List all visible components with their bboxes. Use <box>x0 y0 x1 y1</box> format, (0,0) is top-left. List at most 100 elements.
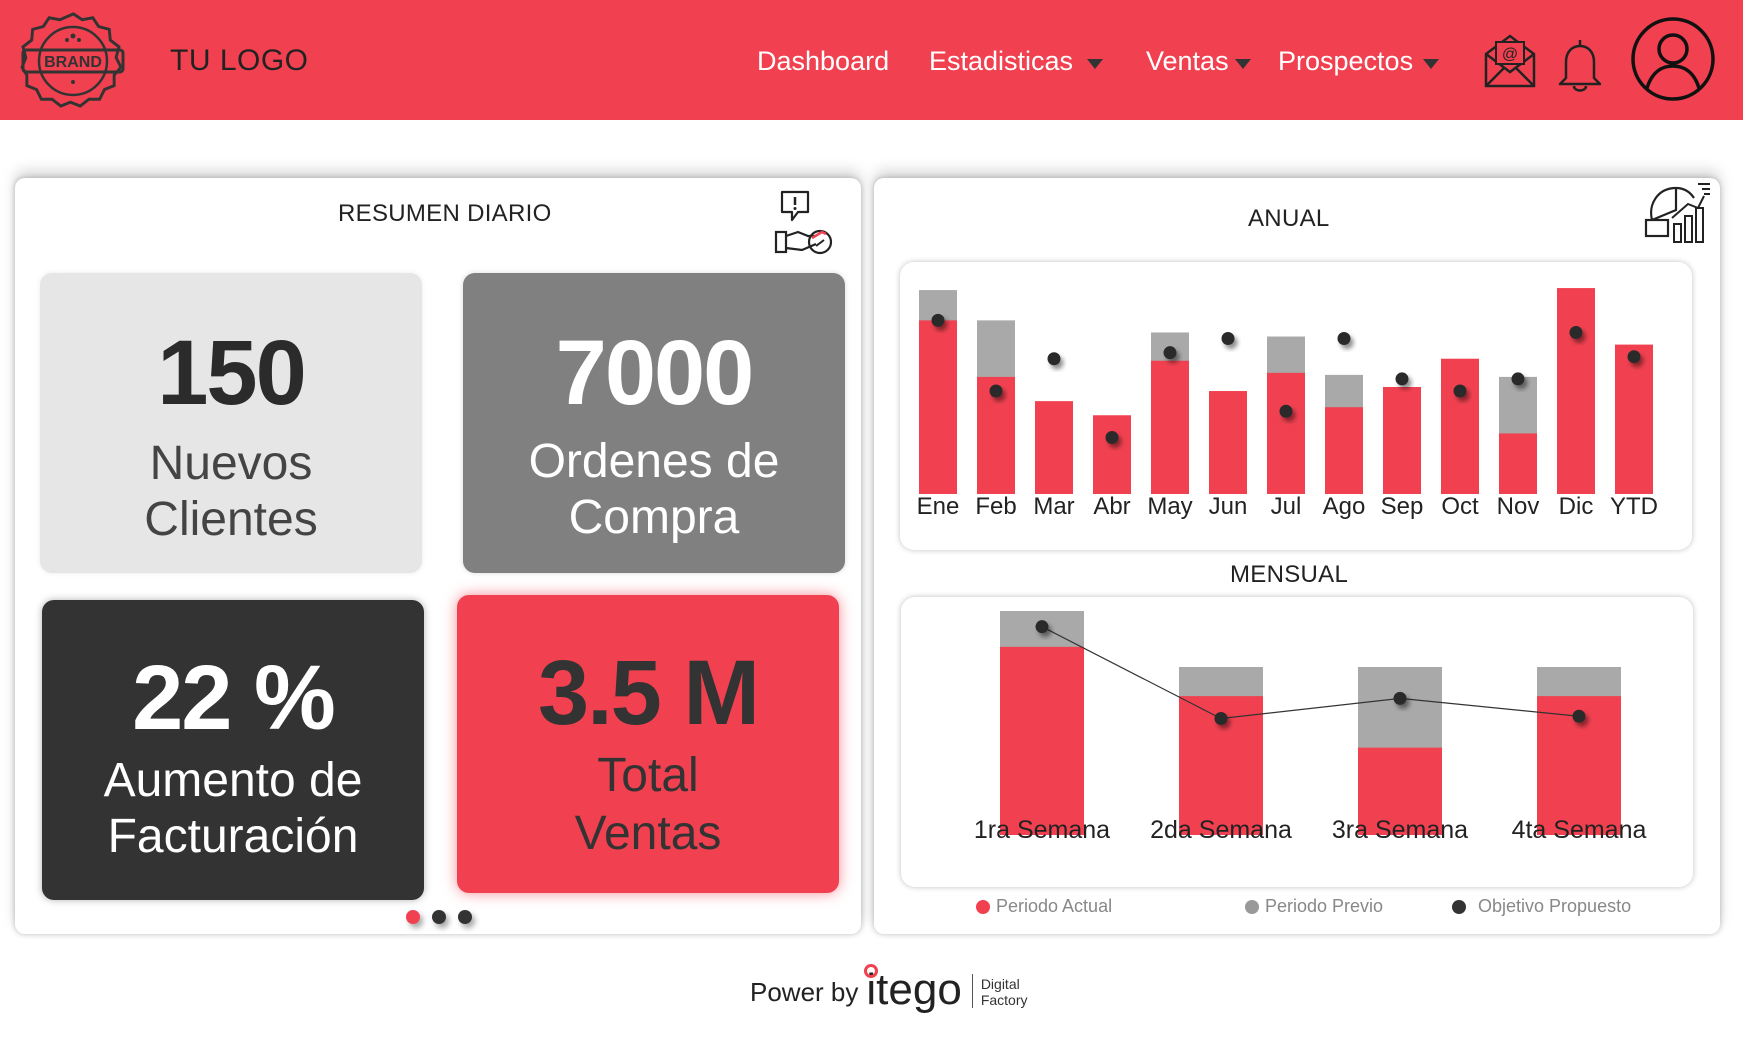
x-tick-label: 3ra Semana <box>1332 816 1468 844</box>
legend-item-actual: Periodo Actual <box>976 896 1112 917</box>
mensual-chart-container: 1ra Semana 2da Semana 3ra Semana 4ta Semana <box>901 597 1693 887</box>
brand-badge-text: BRAND <box>44 54 102 71</box>
kpi-card-ordenes-de-compra[interactable]: 7000 Ordenes de Compra <box>463 273 845 573</box>
kpi-card-aumento-facturacion[interactable]: 22 % Aumento de Facturación <box>42 600 424 900</box>
x-tick-label: Abr <box>1093 493 1130 520</box>
footer-tagline: Digital Factory <box>981 976 1028 1008</box>
kpi-value: 22 % <box>132 647 336 749</box>
objetivo-point[interactable] <box>1453 384 1467 398</box>
bell-icon[interactable] <box>1556 36 1604 94</box>
chevron-down-icon <box>1087 58 1104 69</box>
hand-money-alert-icon <box>774 190 833 255</box>
nav-dashboard[interactable]: Dashboard <box>757 46 889 77</box>
objetivo-point[interactable] <box>1337 332 1351 346</box>
objetivo-point[interactable] <box>1035 620 1049 634</box>
x-tick-label: 4ta Semana <box>1512 816 1647 844</box>
objetivo-point[interactable] <box>1393 691 1407 705</box>
resumen-diario-title: RESUMEN DIARIO <box>338 200 552 227</box>
legend-item-previo: Periodo Previo <box>1245 896 1383 917</box>
objetivo-point[interactable] <box>1163 346 1177 360</box>
legend-label: Objetivo Propuesto <box>1478 896 1632 916</box>
objetivo-point[interactable] <box>1047 352 1061 366</box>
brand-badge-logo[interactable]: BRAND <box>20 10 126 112</box>
objetivo-point[interactable] <box>1395 372 1409 386</box>
objetivo-point[interactable] <box>1279 404 1293 418</box>
footer-divider <box>971 974 973 1008</box>
user-profile-icon[interactable] <box>1630 16 1716 102</box>
chevron-down-icon <box>1234 58 1251 69</box>
analytics-chart-icon <box>1644 183 1710 243</box>
carousel-pager <box>406 910 472 924</box>
anual-title: ANUAL <box>1248 205 1330 232</box>
kpi-card-total-ventas[interactable]: 3.5 M Total Ventas <box>457 595 839 893</box>
kpi-value: 150 <box>157 322 307 424</box>
x-tick-label: Ago <box>1323 493 1366 520</box>
bar-periodo-actual[interactable] <box>1383 386 1421 494</box>
top-navigation-bar: BRAND TU LOGO Dashboard Estadisticas Ven… <box>0 0 1743 120</box>
bar-periodo-actual[interactable] <box>1557 288 1595 494</box>
x-tick-label: Mar <box>1033 493 1074 520</box>
legend-label: Periodo Actual <box>996 896 1113 916</box>
kpi-label-line2: Compra <box>568 491 740 544</box>
bar-periodo-actual[interactable] <box>1615 344 1653 494</box>
pager-dot[interactable] <box>458 910 472 924</box>
x-tick-label: May <box>1147 493 1192 520</box>
bar-periodo-actual[interactable] <box>1325 407 1363 494</box>
bar-periodo-actual[interactable] <box>919 320 957 494</box>
objetivo-point[interactable] <box>1221 332 1235 346</box>
bar-periodo-actual[interactable] <box>1358 747 1442 835</box>
objetivo-point[interactable] <box>1214 712 1228 726</box>
pager-dot[interactable] <box>406 910 420 924</box>
kpi-label-line1: Total <box>597 749 699 802</box>
kpi-label-line2: Facturación <box>107 810 359 863</box>
x-tick-label: Nov <box>1497 493 1540 520</box>
bar-periodo-actual[interactable] <box>1499 433 1537 494</box>
bar-periodo-actual[interactable] <box>1093 415 1131 494</box>
footer-brand-text: itego <box>866 965 962 1014</box>
x-tick-label: Feb <box>975 493 1016 520</box>
objetivo-point[interactable] <box>989 384 1003 398</box>
nav-prospectos-label: Prospectos <box>1278 46 1414 76</box>
kpi-card-nuevos-clientes[interactable]: 150 Nuevos Clientes <box>40 273 422 573</box>
anual-bar-chart: Ene Feb Mar Abr May Jun Jul Ago Sep Oct Nov Dic YTD <box>917 288 1658 520</box>
kpi-value: 7000 <box>555 322 755 424</box>
objetivo-point[interactable] <box>1627 350 1641 364</box>
footer-tagline-line1: Digital <box>980 976 1020 992</box>
bar-periodo-actual[interactable] <box>1000 646 1084 835</box>
legend-swatch <box>976 899 990 914</box>
bar-periodo-actual[interactable] <box>1035 401 1073 494</box>
x-tick-label: Jun <box>1209 493 1248 520</box>
logo-text: TU LOGO <box>170 44 309 77</box>
bar-periodo-actual[interactable] <box>1441 358 1479 494</box>
objetivo-point[interactable] <box>931 313 945 327</box>
objetivo-point[interactable] <box>1511 372 1525 386</box>
objetivo-point[interactable] <box>1569 325 1583 339</box>
nav-ventas[interactable]: Ventas <box>1146 46 1251 77</box>
mensual-title: MENSUAL <box>1230 561 1349 588</box>
kpi-label-line1: Nuevos <box>149 437 313 490</box>
nav-prospectos[interactable]: Prospectos <box>1278 46 1440 77</box>
bar-periodo-actual[interactable] <box>1267 372 1305 494</box>
kpi-label-line2: Ventas <box>574 807 722 860</box>
pager-dot[interactable] <box>432 910 446 924</box>
legend-item-objetivo: Objetivo Propuesto <box>1452 896 1631 917</box>
x-tick-label: YTD <box>1610 493 1658 520</box>
anual-chart-container: Ene Feb Mar Abr May Jun Jul Ago Sep Oct Nov Dic YTD <box>900 262 1692 550</box>
x-tick-label: Oct <box>1441 493 1479 520</box>
nav-estadisticas[interactable]: Estadisticas <box>929 46 1104 77</box>
footer-power-by: Power by <box>750 977 859 1007</box>
x-tick-label: Jul <box>1271 493 1302 520</box>
objetivo-point[interactable] <box>1572 709 1586 723</box>
legend-swatch <box>1452 899 1466 914</box>
objetivo-point[interactable] <box>1105 430 1119 444</box>
kpi-label-line1: Aumento de <box>103 754 363 807</box>
bar-periodo-actual[interactable] <box>1209 391 1247 494</box>
kpi-label-line2: Clientes <box>144 493 318 546</box>
mail-icon[interactable]: @ <box>1482 30 1538 90</box>
objetivo-line <box>1041 626 1580 720</box>
bar-periodo-actual[interactable] <box>1151 360 1189 494</box>
nav-estadisticas-label: Estadisticas <box>929 46 1074 76</box>
mensual-bar-chart: 1ra Semana 2da Semana 3ra Semana 4ta Semana <box>974 611 1647 844</box>
footer-brand-logo: itego <box>864 964 962 1014</box>
svg-text:@: @ <box>1502 46 1518 63</box>
